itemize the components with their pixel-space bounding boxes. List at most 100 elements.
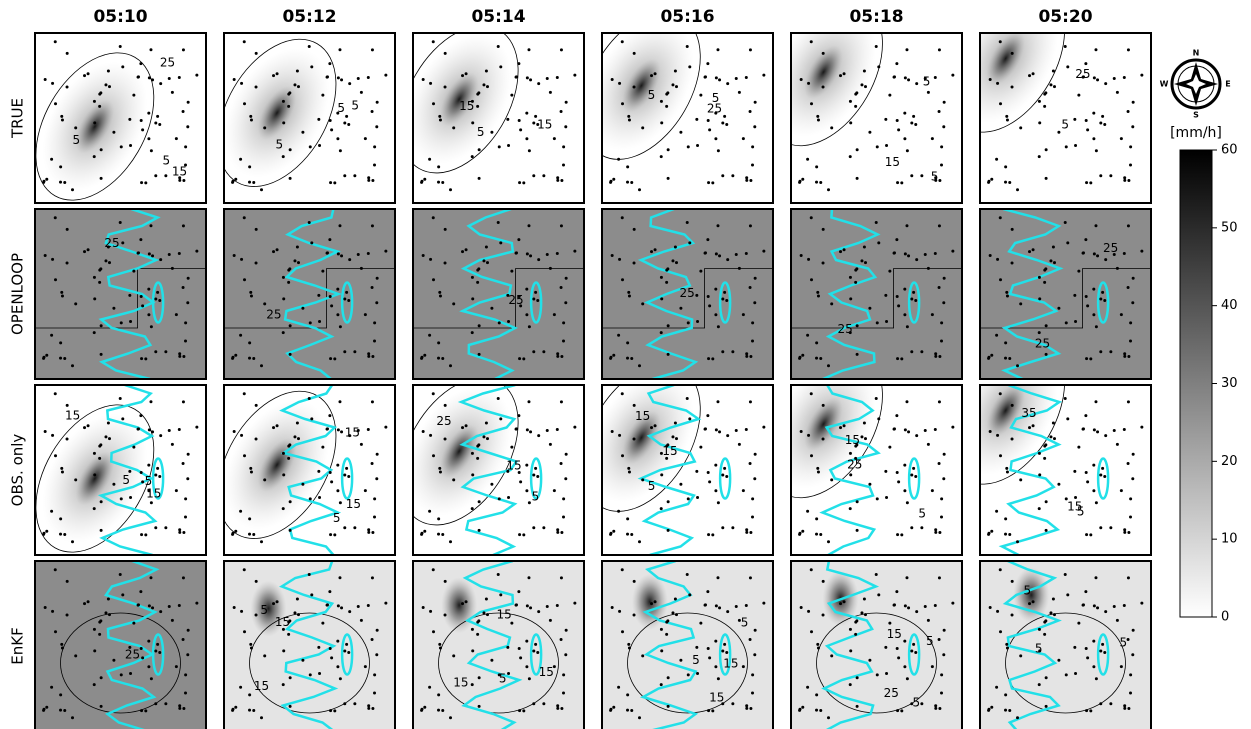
compass: N E S W bbox=[1160, 49, 1231, 120]
contour-label: 5 bbox=[918, 507, 926, 521]
station bbox=[905, 400, 909, 404]
observed-contour bbox=[151, 633, 165, 676]
station bbox=[721, 174, 725, 178]
station bbox=[443, 579, 447, 583]
station bbox=[141, 304, 145, 308]
station bbox=[525, 111, 529, 115]
station bbox=[98, 456, 102, 460]
station bbox=[1019, 478, 1023, 482]
station bbox=[821, 261, 825, 265]
station bbox=[149, 325, 153, 329]
station bbox=[282, 473, 286, 477]
station bbox=[476, 268, 480, 272]
station bbox=[1074, 495, 1078, 499]
station bbox=[506, 117, 510, 121]
station bbox=[998, 568, 1002, 572]
station bbox=[1074, 319, 1078, 323]
station bbox=[534, 642, 538, 646]
station bbox=[136, 75, 140, 79]
contour-label: 25 bbox=[1035, 337, 1050, 351]
station bbox=[660, 121, 664, 125]
station bbox=[548, 266, 552, 270]
station bbox=[178, 354, 182, 358]
station bbox=[65, 437, 69, 441]
station bbox=[741, 665, 745, 669]
station bbox=[716, 48, 720, 52]
station bbox=[1123, 530, 1127, 534]
station bbox=[181, 286, 185, 290]
station bbox=[293, 611, 297, 615]
station bbox=[384, 249, 388, 253]
station bbox=[167, 605, 171, 609]
station bbox=[348, 258, 352, 262]
station bbox=[933, 427, 937, 431]
station bbox=[149, 224, 153, 228]
station bbox=[184, 515, 188, 519]
station bbox=[1131, 301, 1135, 305]
station bbox=[1019, 126, 1023, 130]
contour-label: 25 bbox=[160, 55, 175, 69]
station bbox=[1140, 601, 1144, 605]
station bbox=[910, 121, 914, 125]
station bbox=[497, 321, 501, 325]
contour-label: 15 bbox=[709, 691, 724, 705]
station bbox=[1028, 426, 1032, 430]
station bbox=[1010, 227, 1014, 231]
station bbox=[618, 609, 622, 613]
station bbox=[934, 176, 938, 180]
station bbox=[621, 454, 625, 458]
observed-contour bbox=[639, 561, 699, 729]
station bbox=[272, 602, 276, 606]
station bbox=[287, 444, 291, 448]
contour-label: 5 bbox=[72, 133, 80, 147]
station bbox=[679, 658, 683, 662]
contour bbox=[602, 33, 701, 160]
station bbox=[716, 224, 720, 228]
station bbox=[499, 417, 503, 421]
station bbox=[996, 81, 1000, 85]
observed-contour bbox=[1096, 633, 1110, 676]
contour-label: 25 bbox=[1103, 241, 1118, 255]
station bbox=[801, 353, 805, 357]
station bbox=[249, 470, 253, 474]
station bbox=[1073, 469, 1077, 473]
station bbox=[714, 252, 718, 256]
station bbox=[848, 683, 852, 687]
station bbox=[517, 62, 521, 66]
station bbox=[328, 294, 332, 298]
station bbox=[548, 618, 552, 622]
station bbox=[1064, 497, 1068, 501]
station bbox=[745, 354, 749, 358]
station bbox=[860, 435, 864, 439]
station bbox=[895, 118, 899, 122]
station bbox=[532, 473, 536, 477]
station bbox=[181, 638, 185, 642]
station bbox=[842, 600, 846, 604]
station bbox=[1066, 593, 1070, 597]
station bbox=[896, 533, 900, 537]
station bbox=[839, 602, 843, 606]
station bbox=[874, 45, 878, 49]
station bbox=[507, 319, 511, 323]
station bbox=[1043, 104, 1047, 108]
station bbox=[347, 123, 351, 127]
station bbox=[612, 177, 616, 181]
station bbox=[536, 651, 540, 655]
station bbox=[1085, 709, 1089, 713]
station bbox=[333, 709, 337, 713]
station bbox=[272, 250, 276, 254]
station bbox=[281, 99, 285, 103]
station bbox=[471, 297, 475, 301]
station bbox=[1064, 145, 1068, 149]
station bbox=[288, 676, 292, 680]
station bbox=[711, 181, 715, 185]
station bbox=[638, 364, 642, 368]
station bbox=[951, 249, 955, 253]
station bbox=[537, 434, 541, 438]
station bbox=[167, 77, 171, 81]
station bbox=[129, 319, 133, 323]
station bbox=[343, 174, 347, 178]
station bbox=[429, 609, 433, 613]
column-title: 05:14 bbox=[471, 7, 525, 27]
panel-bg bbox=[413, 209, 584, 379]
